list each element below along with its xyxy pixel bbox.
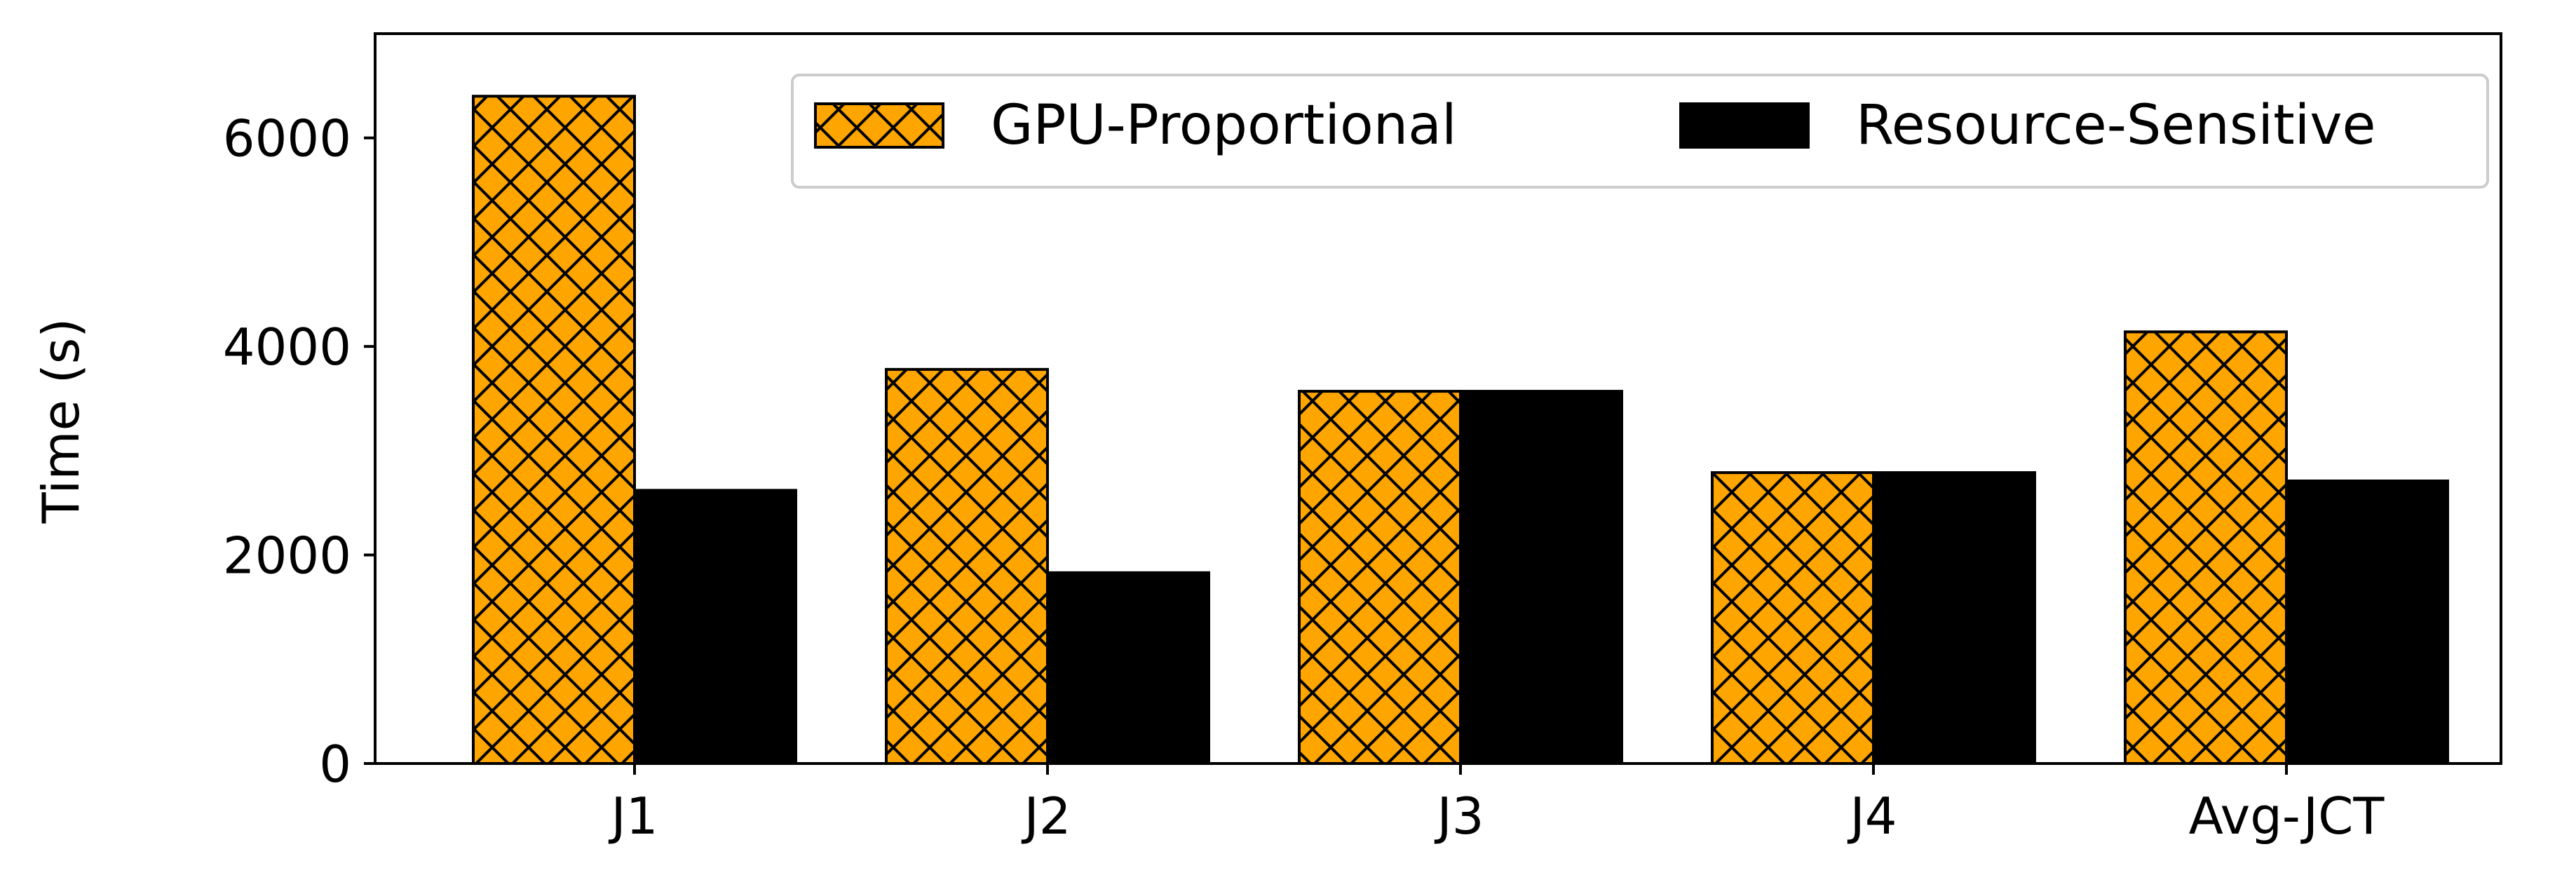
plot-frame — [374, 32, 2502, 765]
x-tick-label-j1: J1 — [608, 787, 658, 846]
ticks-layer: J1 J2 J3 J4 Avg-JCT 0 2000 4000 6000 — [223, 109, 2385, 846]
legend-label-resource-sensitive: Resource-Sensitive — [1856, 94, 2376, 157]
legend-swatch-gpu-proportional — [814, 102, 944, 149]
y-axis-title: Time (s) — [32, 318, 90, 524]
legend-box — [791, 74, 2489, 189]
legend-swatch-resource-sensitive — [1679, 102, 1810, 149]
bar-gpu-proportional-j2 — [885, 367, 1049, 765]
y-tick-label-2000: 2000 — [223, 527, 351, 585]
bar-resource-sensitive-j3 — [1459, 390, 1623, 765]
x-tick-label-j2: J2 — [1021, 787, 1071, 846]
bar-gpu-proportional-j4 — [1711, 471, 1875, 766]
x-tick-label-avg-jct: Avg-JCT — [2189, 787, 2385, 846]
bar-resource-sensitive-j1 — [633, 489, 797, 766]
bar-resource-sensitive-avg-jct — [2285, 479, 2449, 766]
y-tick-label-4000: 4000 — [223, 318, 351, 376]
legend: GPU-Proportional Resource-Sensitive — [791, 74, 2489, 189]
y-tick-label-6000: 6000 — [223, 109, 351, 168]
legend-label-gpu-proportional: GPU-Proportional — [991, 94, 1457, 157]
bar-resource-sensitive-j4 — [1872, 471, 2036, 766]
x-tick-label-j3: J3 — [1434, 787, 1484, 846]
y-tick-label-0: 0 — [319, 735, 351, 794]
bar-gpu-proportional-j3 — [1298, 390, 1462, 765]
bar-gpu-proportional-j1 — [472, 95, 636, 765]
x-tick-label-j4: J4 — [1847, 787, 1897, 846]
bar-gpu-proportional-avg-jct — [2124, 330, 2288, 765]
bars-layer — [472, 95, 2449, 766]
bar-resource-sensitive-j2 — [1046, 571, 1210, 765]
